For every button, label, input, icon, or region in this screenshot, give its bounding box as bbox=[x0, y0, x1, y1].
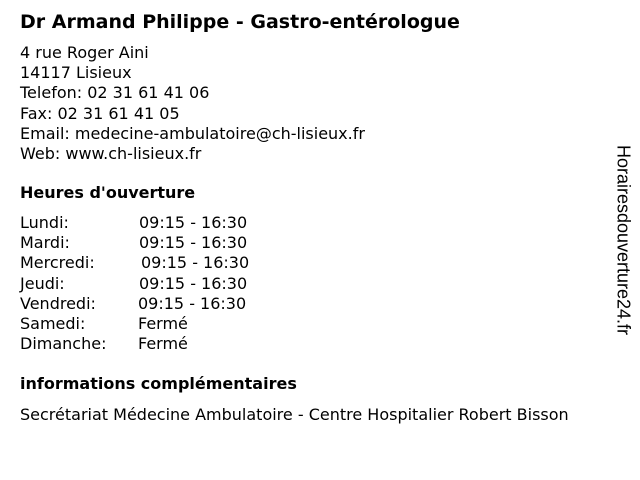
address: 4 rue Roger Aini bbox=[20, 43, 149, 62]
phone: Telefon: 02 31 61 41 06 bbox=[20, 83, 210, 103]
contact-block: 4 rue Roger Aini 14117 Lisieux Telefon: … bbox=[20, 43, 365, 164]
hours-row: Dimanche: Fermé bbox=[20, 334, 188, 354]
time: 09:15 - 16:30 bbox=[141, 253, 250, 273]
watermark: Horairesdouverture24.fr bbox=[613, 144, 634, 336]
day: Mardi: bbox=[20, 233, 70, 253]
page-title: Dr Armand Philippe - Gastro-entérologue bbox=[20, 11, 460, 33]
time: 09:15 - 16:30 bbox=[139, 233, 248, 253]
web: Web: www.ch-lisieux.fr bbox=[20, 144, 202, 164]
fax: Fax: 02 31 61 41 05 bbox=[20, 103, 180, 123]
time: Fermé bbox=[138, 313, 188, 333]
time: 09:15 - 16:30 bbox=[138, 293, 247, 313]
hours-row: Samedi: Fermé bbox=[20, 313, 188, 334]
hours-row: Mardi: 09:15 - 16:30 bbox=[20, 233, 247, 253]
day: Dimanche: bbox=[20, 334, 107, 354]
info-text: Secrétariat Médecine Ambulatoire - Centr… bbox=[20, 405, 569, 424]
hours-heading: Heures d'ouverture bbox=[20, 183, 196, 202]
email: Email: medecine-ambulatoire@ch-lisieux.f… bbox=[20, 123, 365, 143]
time: 09:15 - 16:30 bbox=[139, 273, 248, 293]
city: 14117 Lisieux bbox=[20, 63, 132, 83]
info-heading: informations complémentaires bbox=[20, 374, 297, 393]
time: Fermé bbox=[138, 334, 188, 354]
hours-table: Lundi: 09:15 - 16:30 Mardi: 09:15 - 16:30 … bbox=[20, 213, 249, 354]
day: Lundi: bbox=[20, 213, 69, 232]
day: Vendredi: bbox=[20, 293, 96, 313]
time: 09:15 - 16:30 bbox=[139, 213, 248, 232]
hours-row: Lundi: 09:15 - 16:30 bbox=[20, 213, 247, 233]
day: Mercredi: bbox=[20, 253, 95, 273]
hours-row: Vendredi: 09:15 - 16:30 bbox=[20, 293, 246, 314]
hours-row: Jeudi: 09:15 - 16:30 bbox=[20, 273, 247, 294]
day: Samedi: bbox=[20, 313, 86, 333]
hours-row: Mercredi: 09:15 - 16:30 bbox=[20, 253, 249, 273]
day: Jeudi: bbox=[20, 273, 65, 293]
